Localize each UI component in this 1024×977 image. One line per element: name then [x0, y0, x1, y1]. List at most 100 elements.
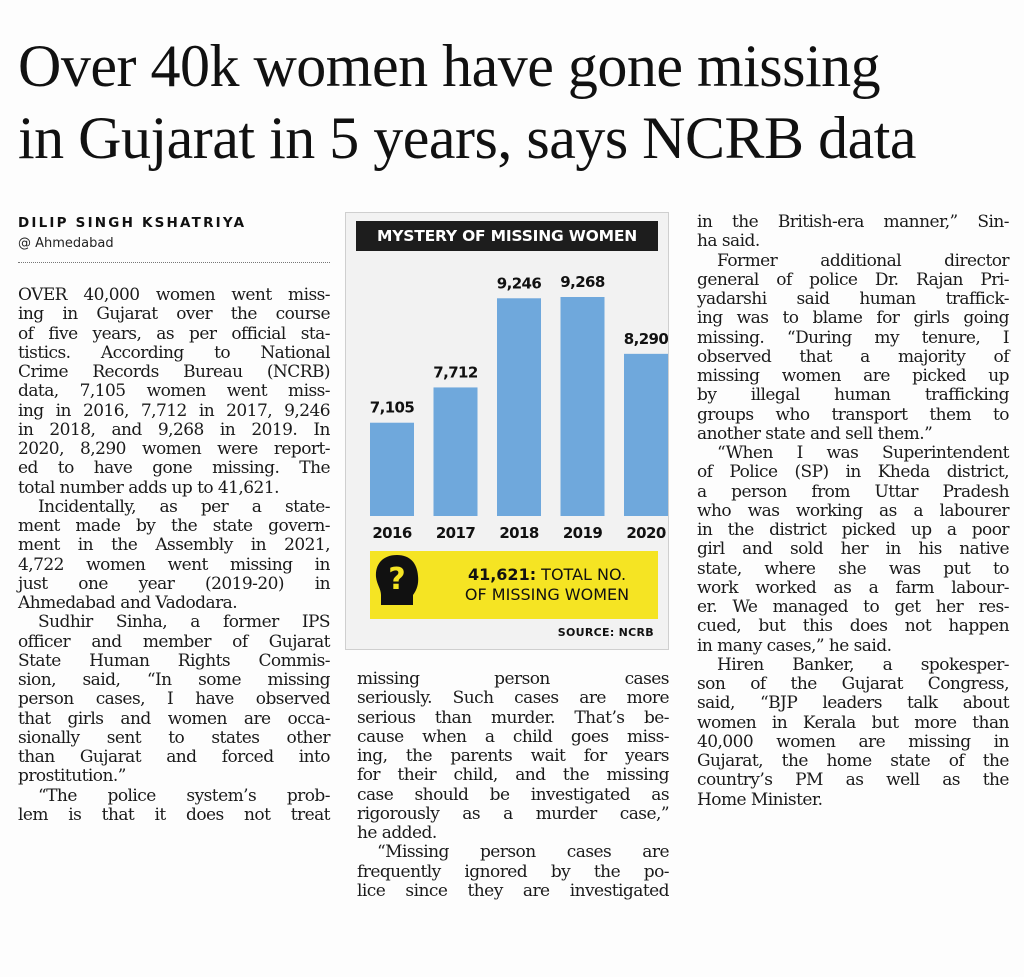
text-line: ment in the Assembly in 2021, [18, 535, 331, 556]
text-line: sion, said, “In some missing [18, 670, 331, 690]
text-line: case should be investigated as [357, 784, 670, 805]
dotted-divider [18, 262, 330, 263]
year-label: 2016 [372, 524, 412, 542]
text-line: a person from Uttar Pradesh [697, 481, 1010, 502]
text-line: general of police Dr. Rajan Pri- [697, 269, 1009, 290]
text-line: ing in 2016, 7,712 in 2017, 9,246 [18, 400, 331, 421]
bar-value-label: 9,246 [497, 274, 542, 292]
text-line: state, where she was put to [697, 558, 1010, 579]
text-line: missing. “During my tenure, I [697, 327, 1010, 348]
text-line: in 2018, and 9,268 in 2019. In [18, 419, 330, 440]
text-line: son of the Gujarat Congress, [697, 674, 1010, 694]
headline-line-1: Over 40k women have gone missing [18, 33, 881, 99]
text-line: rigorously as a murder case,” [357, 803, 670, 824]
text-line: 4,722 women went missing in [18, 554, 331, 575]
text-line: State Human Rights Commis- [18, 650, 331, 671]
text-line: frequently ignored by the po- [357, 861, 670, 882]
text-line: 40,000 women are missing in [697, 731, 1010, 752]
text-line: said, “BJP leaders talk about [697, 693, 1010, 714]
text-line: he added. [357, 823, 437, 843]
text-line: another state and sell them.” [697, 423, 933, 444]
text-line: cause when a child goes miss- [357, 726, 670, 747]
text-line: in the district picked up a poor [697, 520, 1010, 540]
text-line: sionally sent to states other [18, 727, 331, 748]
callout-label-1: TOTAL NO. [536, 565, 627, 584]
bar-value-label: 7,712 [433, 363, 478, 381]
text-line: ing, the parents wait for years [357, 746, 670, 766]
question-head-icon: ? [375, 555, 419, 605]
text-line: missing women are picked up [697, 366, 1009, 386]
text-line: ed to have gone missing. The [18, 458, 331, 479]
callout-text: 41,621: TOTAL NO. OF MISSING WOMEN [442, 565, 652, 605]
text-line: total number adds up to 41,621. [18, 477, 279, 498]
source-note: SOURCE: NCRB [557, 626, 654, 639]
text-line: yadarshi said human traffick- [697, 289, 1010, 309]
text-line: “The police system’s prob- [38, 785, 331, 806]
text-line: OVER 40,000 women went miss- [18, 285, 331, 305]
text-line: ha said. [697, 231, 760, 252]
bar-2016 [370, 422, 414, 516]
text-line: ment made by the state govern- [18, 516, 330, 536]
year-label: 2017 [436, 524, 476, 542]
text-line: groups who transport them to [697, 404, 1010, 425]
bar-value-label: 7,105 [370, 399, 415, 417]
callout-number: 41,621: [467, 565, 537, 584]
text-line: officer and member of Gujarat [18, 631, 331, 652]
text-line: prostitution.” [18, 766, 126, 787]
byline: DILIP SINGH KSHATRIYA [18, 215, 247, 231]
text-line: cued, but this does not happen [697, 616, 1010, 637]
bar-2017 [433, 387, 478, 516]
text-line: Incidentally, as per a state- [38, 496, 331, 517]
text-line: ing was to blame for girls going [697, 308, 1009, 329]
text-line: Former additional director [717, 250, 1010, 271]
article-column-2: missing person cases seriously. Such cases are… [357, 669, 670, 901]
year-label: 2018 [499, 524, 539, 542]
text-line: 2020, 8,290 women were report- [18, 439, 331, 459]
text-line: “Missing person cases are [377, 842, 670, 863]
text-line: ing in Gujarat over the course [18, 304, 331, 325]
text-line: who was working as a labourer [697, 500, 1010, 521]
article-column-3: in the British-era manner,” Sin-ha said. Form… [697, 212, 1010, 810]
year-label: 2020 [626, 524, 666, 542]
callout-label-2: OF MISSING WOMEN [464, 585, 630, 604]
svg-text:?: ? [388, 562, 405, 597]
text-line: Crime Records Bureau (NCRB) [18, 362, 331, 382]
text-line: country’s PM as well as the [697, 770, 1009, 791]
text-line: data, 7,105 women went miss- [18, 381, 331, 402]
text-line: Sudhir Sinha, a former IPS [38, 612, 331, 633]
text-line: observed that a majority of [697, 346, 1010, 367]
text-line: for their child, and the missing [357, 765, 669, 786]
text-line: by illegal human trafficking [697, 385, 1010, 406]
infographic: MYSTERY OF MISSING WOMEN 7,105 2016 7,712 2… [345, 212, 669, 650]
text-line: that girls and women are occa- [18, 708, 331, 729]
text-line: just one year (2019-20) in [18, 573, 331, 594]
total-callout: ? 41,621: TOTAL NO. OF MISSING WOMEN [370, 551, 658, 619]
text-line: of Police (SP) in Kheda district, [697, 462, 1010, 483]
bar-value-label: 8,290 [624, 330, 668, 348]
text-line: than Gujarat and forced into [18, 747, 331, 767]
bar-value-label: 9,268 [560, 273, 605, 291]
bar-chart: 7,105 2016 7,712 2017 9,246 2018 9,268 2019 8,29… [370, 273, 668, 542]
text-line: lem is that it does not treat [18, 804, 331, 825]
text-line: Gujarat, the home state of the [697, 751, 1010, 771]
text-line: er. We managed to get her res- [697, 597, 1009, 617]
text-line: women in Kerala but more than [697, 712, 1009, 733]
text-line: lice since they are investigated [357, 880, 670, 901]
text-line: Hiren Banker, a spokesper- [717, 654, 1010, 675]
text-line: in the British-era manner,” Sin- [697, 212, 1009, 232]
bar-2020 [624, 353, 668, 516]
text-line: girl and sold her in his native [697, 539, 1010, 560]
year-label: 2019 [563, 524, 603, 542]
headline-line-2: in Gujarat in 5 years, says NCRB data [18, 105, 917, 171]
text-line: serious than murder. That’s be- [357, 707, 670, 728]
infographic-title: MYSTERY OF MISSING WOMEN [356, 221, 658, 251]
text-line: missing person cases [357, 669, 670, 689]
headline: Over 40k women have gone missing in Guja… [18, 30, 1008, 174]
article-column-1: OVER 40,000 women went miss-ing in Gujarat over… [18, 285, 331, 825]
bar-2019 [560, 297, 605, 516]
text-line: tistics. According to National [18, 342, 331, 363]
text-line: Ahmedabad and Vadodara. [18, 593, 238, 613]
bar-2018 [497, 298, 541, 516]
